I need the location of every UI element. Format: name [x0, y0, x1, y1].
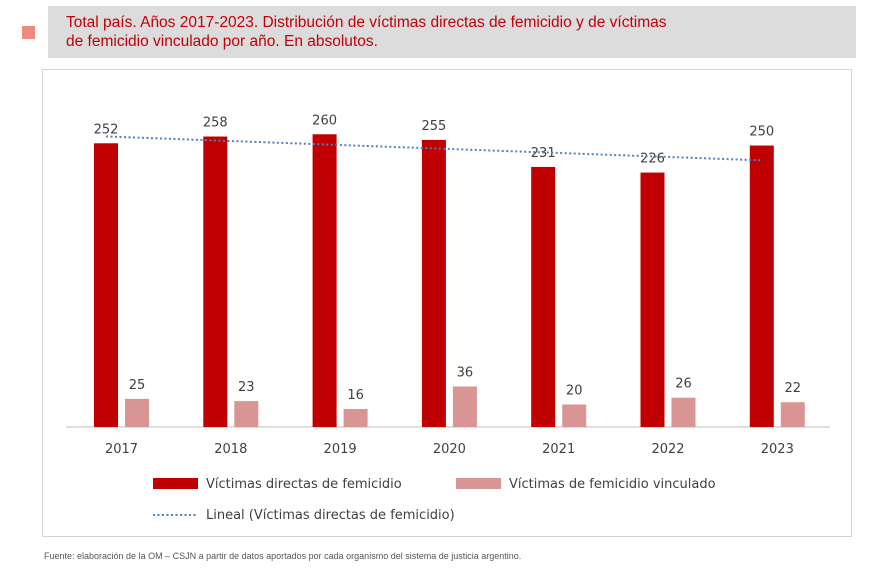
bar-vinculado-2022: [671, 397, 696, 427]
data-label-directas-2023: 250: [749, 125, 774, 140]
legend-swatch-vinculado: [456, 478, 501, 489]
bar-vinculado-2020: [452, 386, 477, 427]
data-label-directas-2021: 231: [531, 146, 556, 161]
bar-vinculado-2017: [125, 398, 149, 427]
data-label-vinculado-2018: 23: [238, 380, 255, 395]
tick-label-2017: 2017: [105, 442, 138, 457]
data-label-directas-2017: 252: [94, 122, 119, 137]
bar-directas-2021: [531, 166, 556, 427]
bar-directas-2017: [94, 143, 118, 427]
data-label-vinculado-2017: 25: [129, 378, 146, 393]
section-marker: [22, 26, 35, 39]
tick-label-2021: 2021: [542, 442, 575, 457]
legend-label-directas: Víctimas directas de femicidio: [206, 477, 402, 492]
data-label-vinculado-2021: 20: [566, 383, 583, 398]
bar-directas-2019: [312, 134, 337, 427]
data-label-directas-2019: 260: [312, 113, 337, 128]
legend-swatch-directas: [153, 478, 198, 489]
legend-label-trendline: Lineal (Víctimas directas de femicidio): [206, 508, 455, 523]
chart-title-line-1: Total país. Años 2017-2023. Distribución…: [66, 14, 667, 31]
tick-label-2020: 2020: [433, 442, 466, 457]
legend-label-vinculado: Víctimas de femicidio vinculado: [509, 477, 716, 492]
bar-directas-2018: [203, 136, 228, 427]
data-label-directas-2022: 226: [640, 152, 665, 167]
bar-vinculado-2019: [343, 408, 368, 427]
chart-title-line-2: de femicidio vinculado por año. En absol…: [66, 33, 378, 50]
source-note: Fuente: elaboración de la OM – CSJN a pa…: [44, 551, 522, 561]
tick-label-2018: 2018: [214, 442, 247, 457]
chart-title-box: Total país. Años 2017-2023. Distribución…: [48, 6, 856, 58]
chart-area: 252 25 2017 258 23 2018 260 16 2019 255 36 2020 231 2…: [42, 69, 852, 537]
bar-vinculado-2023: [780, 402, 805, 427]
bar-directas-2023: [749, 145, 774, 427]
bar-vinculado-2018: [234, 401, 259, 427]
tick-label-2023: 2023: [761, 442, 794, 457]
data-label-vinculado-2022: 26: [675, 377, 692, 392]
bar-chart: 252 25 2017 258 23 2018 260 16 2019 255 36 2020 231 2…: [66, 113, 830, 523]
data-label-vinculado-2023: 22: [785, 381, 802, 396]
tick-label-2022: 2022: [651, 442, 684, 457]
bar-directas-2020: [421, 139, 446, 427]
data-label-vinculado-2020: 36: [457, 365, 474, 380]
trendline: [105, 135, 762, 162]
bar-directas-2022: [640, 172, 665, 427]
data-label-directas-2018: 258: [203, 116, 228, 131]
chart-title: Total país. Años 2017-2023. Distribución…: [66, 13, 846, 51]
data-label-directas-2020: 255: [421, 119, 446, 134]
tick-label-2019: 2019: [324, 442, 357, 457]
data-label-vinculado-2019: 16: [347, 388, 364, 403]
bar-vinculado-2021: [562, 404, 587, 427]
